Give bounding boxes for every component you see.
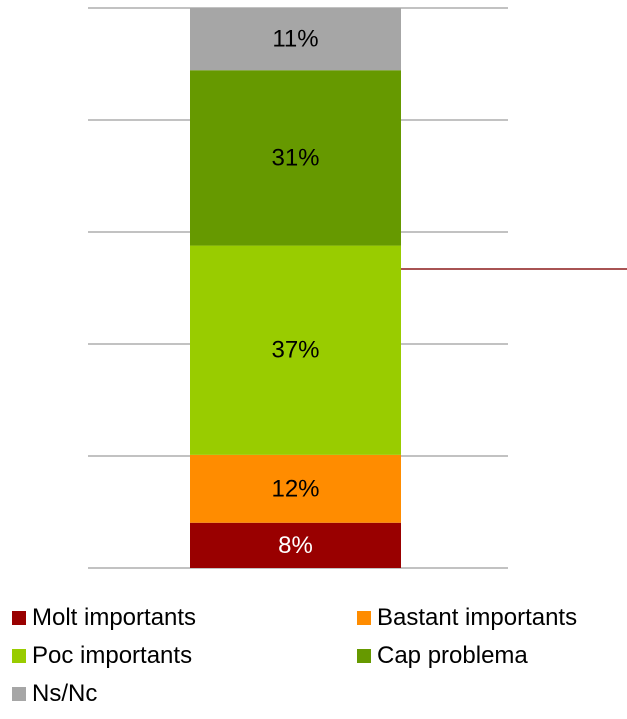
stacked-bar-chart: 8% 12% 37% 31% 11%: [88, 7, 627, 569]
legend-label: Poc importants: [32, 642, 193, 669]
legend-item-molt-importants: Molt importants: [12, 604, 196, 632]
data-label: 12%: [271, 475, 319, 502]
legend: Molt importants Bastant importants Poc i…: [12, 604, 622, 714]
bar-segment: [190, 522, 401, 568]
data-label: 37%: [271, 337, 319, 364]
legend-label: Cap problema: [377, 642, 528, 669]
data-label: 31%: [271, 144, 319, 171]
legend-item-cap-problema: Cap problema: [357, 642, 528, 670]
bar-segment: [190, 454, 401, 523]
bar-segment: [190, 245, 401, 455]
legend-swatch: [12, 649, 26, 663]
legend-label: Ns/Nc: [32, 680, 98, 707]
data-label: 8%: [278, 532, 313, 559]
data-labels: 8% 12% 37% 31% 11%: [271, 26, 319, 559]
legend-label: Bastant importants: [377, 604, 578, 631]
legend-label: Molt importants: [32, 604, 197, 631]
legend-swatch: [12, 687, 26, 701]
legend-item-bastant-importants: Bastant importants: [357, 604, 577, 632]
legend-swatch: [12, 611, 26, 625]
legend-item-poc-importants: Poc importants: [12, 642, 192, 670]
legend-swatch: [357, 649, 371, 663]
bar-segment: [190, 70, 401, 246]
bar-segment: [190, 8, 401, 71]
legend-item-ns-nc: Ns/Nc: [12, 680, 97, 708]
legend-swatch: [357, 611, 371, 625]
data-label: 11%: [272, 26, 318, 53]
bar-segments: [190, 8, 401, 568]
